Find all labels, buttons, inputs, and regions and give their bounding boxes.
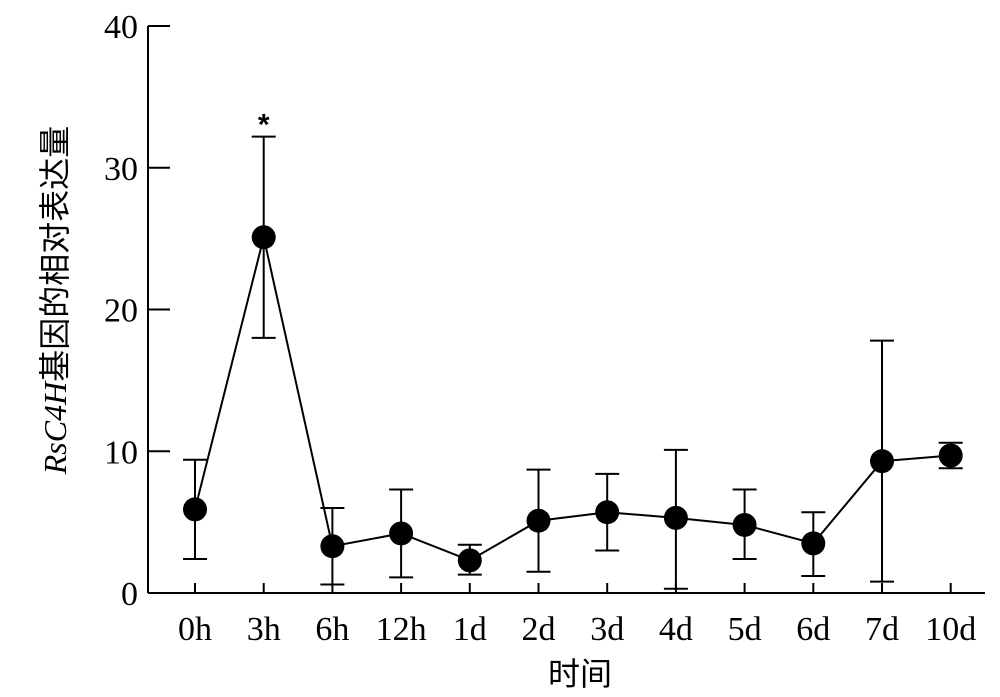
axes [147, 26, 985, 594]
y-axis-title: RsC4H基因的相对表达量 [36, 126, 74, 475]
data-point-0h [183, 497, 207, 522]
significance-marker-0: * [258, 109, 270, 142]
y-tick-label-1: 10 [104, 434, 138, 471]
x-tick-label-7: 4d [659, 611, 693, 648]
y-tick-label-2: 20 [104, 293, 138, 330]
data-point-2d [526, 508, 551, 533]
x-axis-title: 时间 [548, 655, 612, 693]
x-tick-label-11: 10d [925, 611, 976, 648]
y-tick-label-4: 40 [104, 9, 138, 46]
data-point-3h [251, 225, 276, 250]
data-point-12h [389, 521, 414, 546]
x-tick-label-8: 5d [728, 611, 762, 648]
series-polyline [194, 236, 951, 562]
data-points [183, 225, 963, 573]
y-axis-title-gene: RsC4H [37, 380, 73, 475]
y-ticks: 0 10 20 30 40 [104, 9, 170, 613]
error-bars [183, 135, 963, 590]
data-point-6d [801, 531, 826, 556]
data-point-6h [320, 534, 345, 559]
y-axis-title-rest: 基因的相对表达量 [36, 126, 74, 382]
x-ticks: 0h 3h 6h 12h 1d 2d 3d 4d 5d 6d 7d 10d [178, 583, 976, 648]
x-tick-label-3: 12h [376, 611, 427, 648]
x-tick-label-1: 3h [247, 611, 281, 648]
series-line [194, 236, 951, 562]
y-tick-label-0: 0 [121, 576, 138, 613]
data-point-7d [870, 449, 894, 474]
data-point-4d [663, 505, 688, 530]
data-point-1d [457, 548, 482, 573]
x-tick-label-2: 6h [315, 611, 349, 648]
x-tick-label-10: 7d [865, 611, 899, 648]
x-tick-label-9: 6d [796, 611, 830, 648]
annotations: * [258, 109, 270, 142]
x-tick-label-4: 1d [453, 611, 487, 648]
x-tick-label-5: 2d [522, 611, 556, 648]
data-point-5d [732, 512, 757, 537]
x-tick-label-0: 0h [178, 611, 212, 648]
x-tick-label-6: 3d [590, 611, 624, 648]
data-point-3d [595, 500, 620, 525]
y-tick-label-3: 30 [104, 151, 138, 188]
data-point-10d [938, 443, 963, 468]
